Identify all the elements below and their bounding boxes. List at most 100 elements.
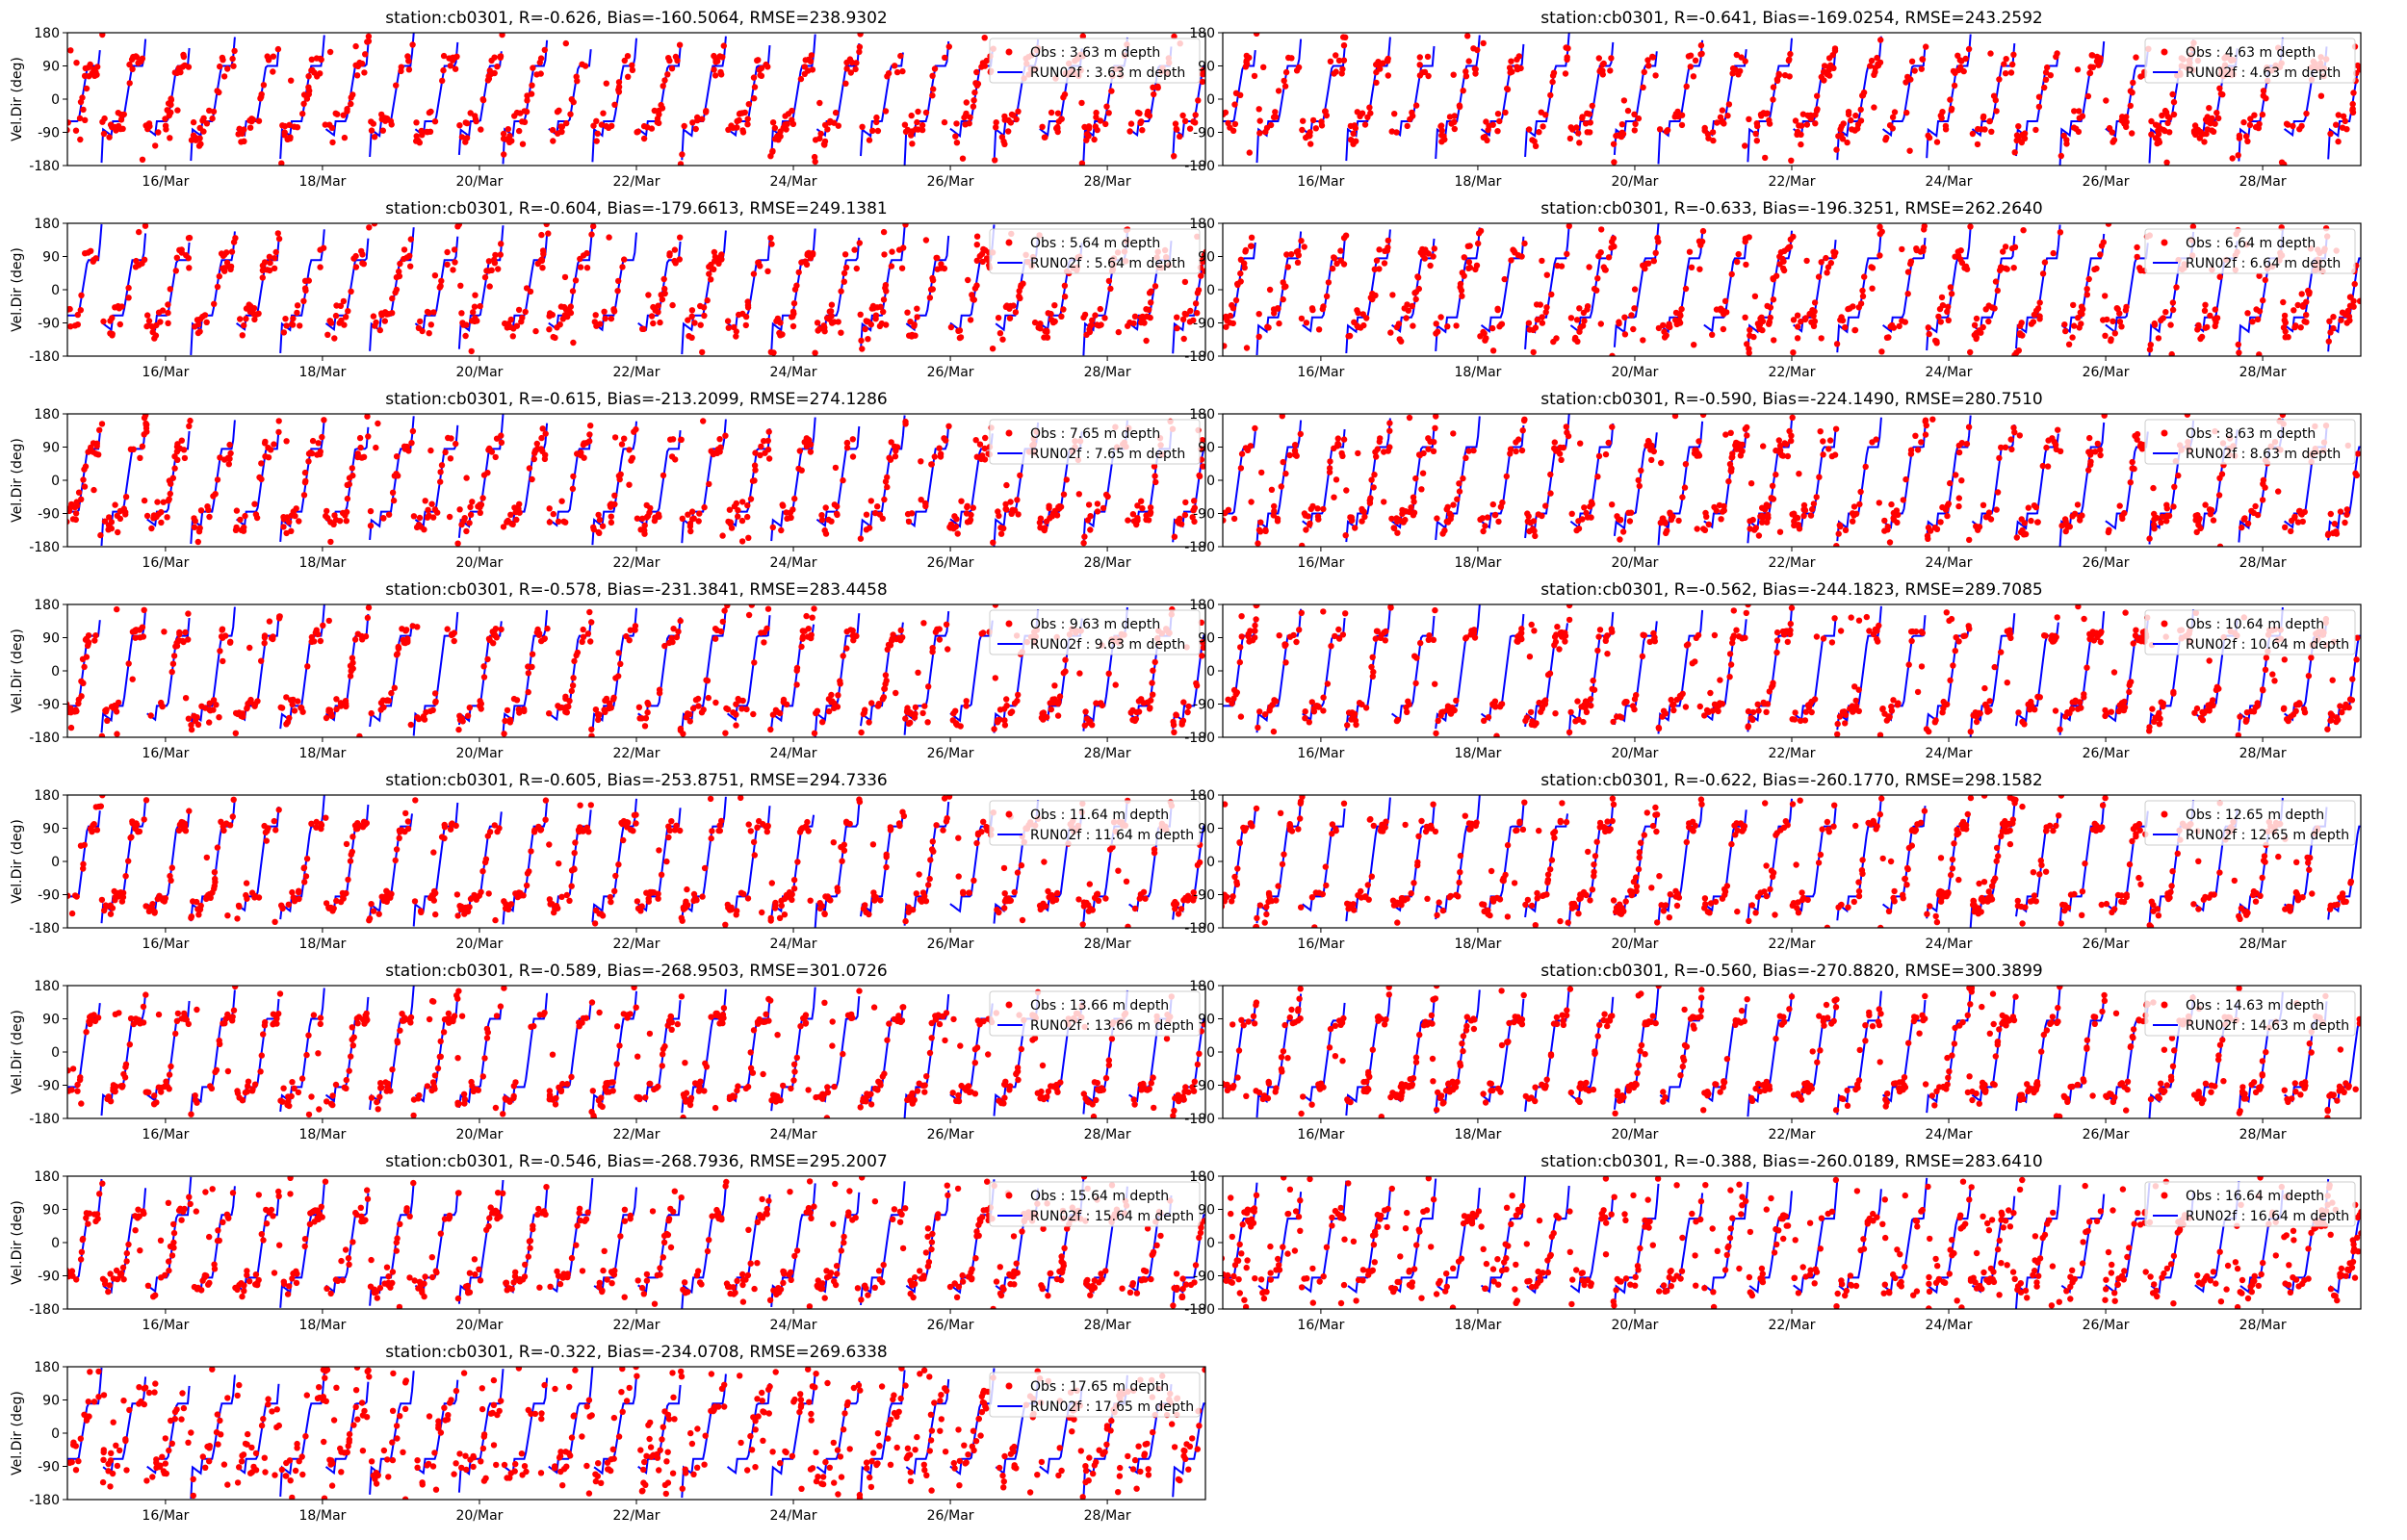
obs-point [1256,130,1263,137]
obs-point [1152,283,1159,290]
obs-point [629,454,636,461]
obs-point [1174,126,1180,133]
obs-point [1710,137,1717,144]
obs-point [2116,502,2123,509]
obs-point [302,287,309,295]
obs-point [1594,275,1601,282]
obs-point [1368,663,1375,671]
obs-point [2011,244,2019,250]
obs-point [1125,322,1131,329]
obs-point [1884,524,1892,530]
obs-point [1631,305,1638,312]
obs-point [1993,506,2000,513]
obs-point [665,55,672,62]
obs-point [2105,223,2112,227]
obs-point [1549,78,1556,86]
obs-point [618,441,626,448]
obs-point [1567,315,1575,321]
obs-point [1639,653,1646,660]
obs-point [1409,302,1416,310]
obs-point [148,323,155,330]
obs-point [843,645,850,652]
obs-point [1461,254,1468,261]
obs-point [643,501,650,509]
obs-point [178,437,185,444]
obs-point [1579,322,1587,329]
obs-point [1895,511,1902,519]
obs-point [1477,516,1484,523]
obs-point [1947,96,1954,103]
obs-point [1303,320,1310,326]
obs-point [2103,97,2109,104]
obs-point [808,52,815,59]
obs-point [778,526,785,534]
obs-point [200,128,207,135]
obs-point [456,122,463,129]
obs-point [449,631,456,638]
plot-area [1223,223,2361,356]
obs-point [658,292,664,298]
obs-point [186,234,194,242]
obs-point [2171,483,2178,490]
obs-point [502,717,508,725]
obs-point [1377,435,1384,442]
obs-point [1825,446,1832,452]
obs-point [1735,71,1742,78]
obs-point [2212,306,2218,313]
obs-point [2327,130,2334,138]
obs-point [1171,153,1178,160]
obs-point [595,511,602,519]
obs-point [1789,716,1796,723]
obs-point [2074,66,2082,73]
obs-point [768,241,775,247]
obs-point [1512,249,1518,256]
obs-point [869,127,876,134]
obs-point [1041,134,1048,141]
obs-point [1404,122,1411,130]
obs-point [1147,705,1153,711]
obs-point [1181,117,1189,124]
obs-point [181,62,189,69]
obs-point [2349,107,2356,114]
obs-point [2202,501,2209,508]
obs-point [1147,510,1154,517]
obs-point [1701,526,1709,533]
obs-point [849,632,856,639]
obs-point [1386,427,1393,434]
obs-point [125,295,132,301]
obs-point [701,503,708,511]
obs-point [1626,518,1634,525]
obs-point [468,347,475,355]
obs-point [1952,648,1959,654]
obs-point [793,681,800,688]
obs-point [2083,292,2090,298]
obs-point [1475,240,1482,247]
obs-point [797,75,805,83]
obs-point [1851,683,1858,690]
obs-point [1151,463,1158,470]
obs-point [217,454,223,461]
obs-point [129,676,136,682]
obs-point [1098,321,1104,328]
obs-point [931,65,939,72]
obs-point [2291,514,2298,522]
obs-point [2147,342,2154,348]
obs-point [1255,540,1261,547]
obs-point [271,265,278,271]
obs-point [1181,310,1188,318]
obs-point [1143,337,1150,345]
obs-point [689,705,697,712]
obs-point [324,507,330,515]
obs-point [1560,444,1567,451]
obs-point [868,305,875,312]
obs-point [1093,700,1100,706]
obs-point [1918,65,1926,72]
obs-point [2155,127,2161,134]
obs-point [182,695,190,702]
obs-point [1146,306,1152,313]
obs-point [498,432,505,439]
obs-point [167,135,173,141]
obs-point [344,495,351,502]
obs-point [711,66,717,73]
obs-point [349,654,356,661]
